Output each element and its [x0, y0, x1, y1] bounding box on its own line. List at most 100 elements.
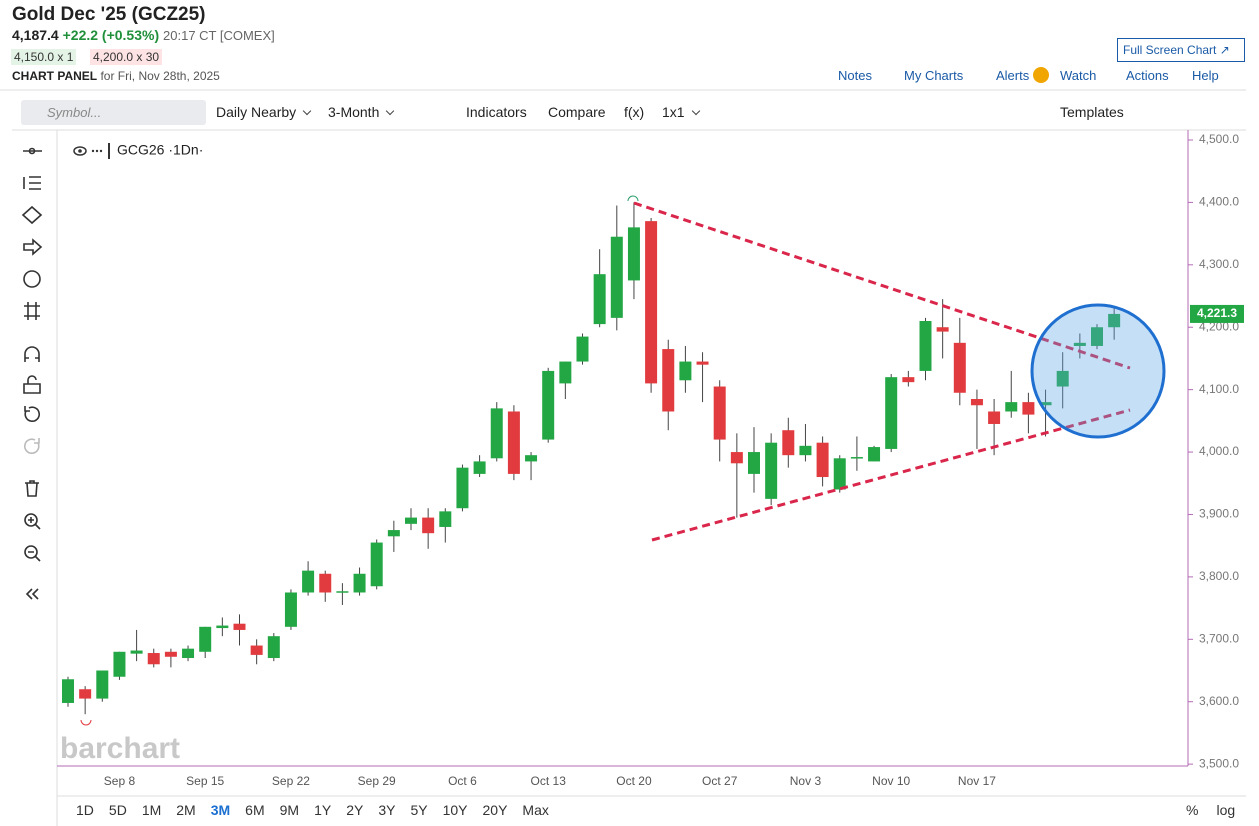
y-tick-label: 4,400.0: [1199, 195, 1239, 209]
period-button[interactable]: 10Y: [442, 802, 468, 818]
candle-body: [1039, 402, 1052, 406]
plot-area: 3,500.0 3,600.0 3,700.0 3,800.0 3,900.0 4,000…: [62, 132, 1244, 788]
highlight-circle[interactable]: [1030, 303, 1166, 439]
candle-body: [988, 411, 1001, 424]
candle-body: [473, 461, 486, 474]
trend-line-lower[interactable]: [651, 408, 1131, 542]
fx-button[interactable]: f(x): [624, 104, 645, 120]
y-tick-label: 3,800.0: [1199, 569, 1239, 583]
last-price-label: 4,221.3: [1197, 306, 1237, 320]
trend-line-upper[interactable]: [633, 201, 1131, 370]
y-tick-label: 4,500.0: [1199, 132, 1239, 146]
period-button[interactable]: 3M: [210, 802, 231, 818]
y-tick-label: 3,600.0: [1199, 694, 1239, 708]
low-marker: [80, 719, 92, 726]
scale-option[interactable]: log: [1216, 802, 1236, 818]
range-label: 3-Month: [328, 104, 380, 120]
indicators-button[interactable]: Indicators: [466, 104, 527, 120]
nav-my-charts[interactable]: My Charts: [904, 68, 964, 83]
layout-label: 1x1: [662, 104, 685, 120]
nav-alerts[interactable]: Alerts: [996, 68, 1030, 83]
layout-menu[interactable]: 1x1: [662, 104, 700, 120]
candle-body: [679, 361, 692, 381]
tool-zoom-in[interactable]: [24, 513, 38, 527]
tool-point: [28, 147, 36, 155]
candle-body: [593, 274, 606, 325]
price: 4,187.4: [12, 27, 59, 43]
tool-delete[interactable]: [25, 480, 39, 497]
period-button[interactable]: 5D: [108, 802, 127, 818]
templates-button[interactable]: Templates: [1060, 104, 1124, 120]
nav-watch[interactable]: Watch: [1060, 68, 1097, 83]
x-tick-label: Oct 20: [616, 774, 652, 788]
period-button[interactable]: 1M: [141, 802, 162, 818]
panel-date: for Fri, Nov 28th, 2025: [100, 69, 220, 83]
aggregation-menu[interactable]: Daily Nearby: [216, 104, 312, 120]
bid: 4,150.0 x 1: [11, 49, 77, 65]
tool-arrow[interactable]: [23, 238, 43, 256]
candle-body: [1022, 402, 1035, 415]
drawings: [80, 195, 1166, 726]
x-tick-label: Oct 6: [448, 774, 477, 788]
x-tick-label: Nov 3: [790, 774, 822, 788]
period-button[interactable]: 20Y: [482, 802, 508, 818]
candle-body: [164, 651, 177, 657]
x-tick-label: Sep 8: [104, 774, 136, 788]
nav-help[interactable]: Help: [1192, 68, 1219, 83]
y-tick-label: 3,700.0: [1199, 631, 1239, 645]
tool-zoom-out[interactable]: [24, 545, 38, 559]
candle-body: [284, 592, 297, 627]
eye-icon[interactable]: [73, 146, 87, 156]
candle-body: [113, 651, 126, 677]
candle-body: [267, 636, 280, 659]
tool-measure[interactable]: [24, 302, 40, 320]
tool-undo[interactable]: [24, 406, 40, 422]
x-tick-label: Oct 27: [702, 774, 738, 788]
candle-body: [936, 327, 949, 332]
full-screen-button[interactable]: Full Screen Chart ↗: [1117, 38, 1245, 62]
dot: [95, 149, 99, 153]
tool-magnet[interactable]: [24, 346, 40, 362]
full-screen-label: Full Screen Chart: [1123, 43, 1217, 57]
tool-redo[interactable]: [24, 438, 40, 454]
period-button[interactable]: 6M: [245, 802, 265, 818]
tool-shape[interactable]: [21, 205, 43, 225]
aggregation-label: Daily Nearby: [216, 104, 297, 120]
symbol-search[interactable]: Symbol...: [21, 100, 206, 125]
scale-option[interactable]: %: [1186, 802, 1199, 818]
candle-body: [422, 517, 435, 534]
candle-body: [1005, 402, 1018, 412]
period-button[interactable]: 5Y: [410, 802, 428, 818]
zoom-in-glyph: [28, 517, 41, 530]
legend-bar: [108, 143, 110, 159]
period-button[interactable]: Max: [522, 802, 549, 818]
scale-options: % log: [1186, 802, 1235, 818]
title: Gold Dec '25 (GCZ25): [12, 4, 206, 25]
period-button[interactable]: 1D: [76, 802, 94, 818]
compare-button[interactable]: Compare: [548, 104, 606, 120]
quote-time: 20:17 CT [COMEX]: [163, 28, 275, 43]
candle-body: [919, 320, 932, 371]
candle-body: [182, 648, 195, 659]
range-menu[interactable]: 3-Month: [328, 104, 395, 120]
candle-body: [199, 626, 212, 652]
period-button[interactable]: 2Y: [346, 802, 364, 818]
period-button[interactable]: 1Y: [314, 802, 332, 818]
tool-fib[interactable]: [23, 176, 41, 190]
period-button[interactable]: 2M: [176, 802, 196, 818]
left-tools: [21, 147, 43, 600]
quote-line: 4,187.4 +22.2 (+0.53%) 20:17 CT [COMEX]: [12, 27, 275, 43]
nav-actions[interactable]: Actions: [1126, 68, 1169, 83]
nav-notes[interactable]: Notes: [838, 68, 872, 83]
candle-body: [1108, 313, 1121, 328]
candle-body: [1056, 370, 1069, 387]
tool-collapse[interactable]: [25, 588, 39, 600]
period-button[interactable]: 9M: [279, 802, 300, 818]
candle-body: [216, 625, 229, 629]
tool-count[interactable]: [23, 270, 41, 288]
period-button[interactable]: 3Y: [378, 802, 396, 818]
candle-body: [147, 653, 160, 665]
tool-lock[interactable]: [23, 375, 41, 394]
last-price-tag: [1190, 304, 1244, 323]
chart-legend[interactable]: GCG26 ·1Dn·: [117, 142, 203, 158]
